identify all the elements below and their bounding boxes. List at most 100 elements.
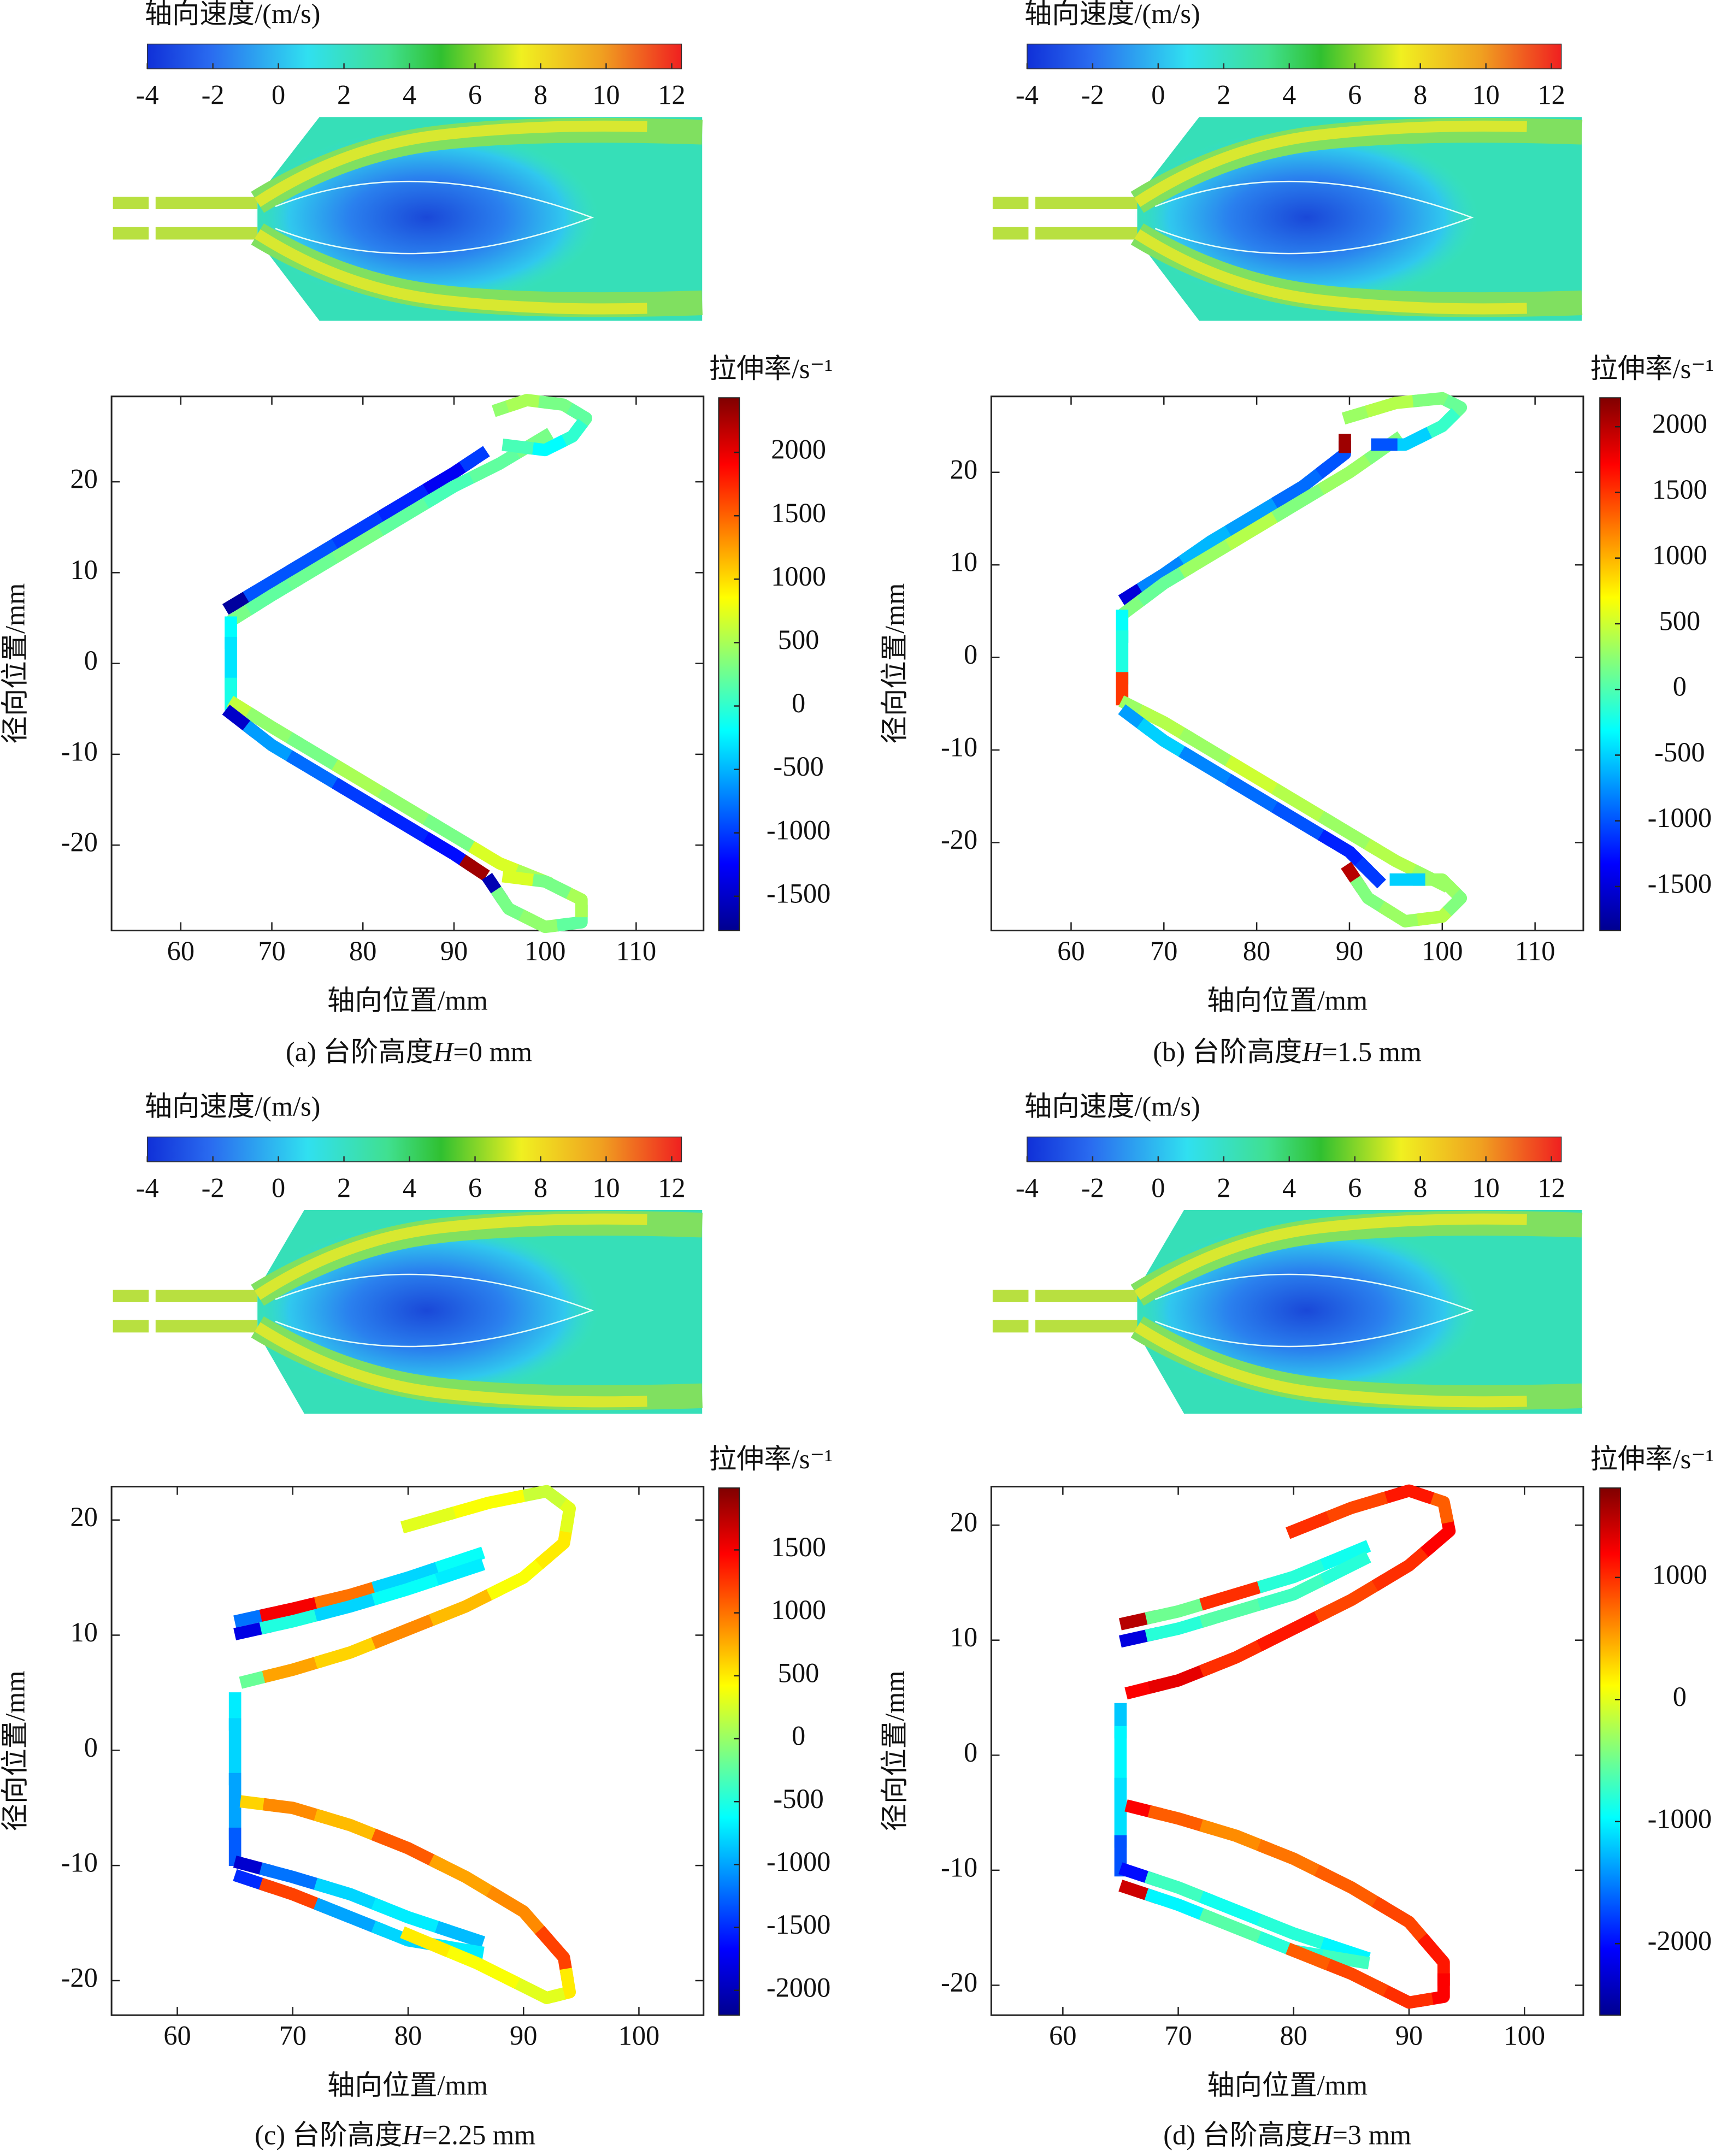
flame-point bbox=[1364, 838, 1428, 881]
velocity-panel: 轴向速度/(m/s) -4 -2 0 2 4 6 8 10 12 bbox=[113, 1091, 703, 1414]
flame-point bbox=[371, 1828, 446, 1871]
colorbar-tick-label: 500 bbox=[1659, 605, 1701, 636]
flame-point bbox=[372, 1569, 451, 1606]
y-tick-label: 10 bbox=[950, 547, 977, 577]
flame-point bbox=[1314, 1954, 1389, 1996]
colorbar-tick-label: -1000 bbox=[767, 1846, 831, 1877]
velocity-colorbar-tick-label: 0 bbox=[1151, 79, 1165, 110]
flame-point bbox=[286, 532, 349, 577]
flame-point bbox=[313, 1898, 387, 1937]
flame-point bbox=[332, 505, 394, 550]
flame-point bbox=[1225, 773, 1289, 819]
flame-point bbox=[1415, 407, 1460, 444]
flame-point bbox=[286, 750, 349, 795]
injector-tube bbox=[113, 1290, 258, 1333]
velocity-colorbar-tick-label: 0 bbox=[272, 79, 285, 110]
flame-point bbox=[1413, 873, 1460, 898]
flame-point bbox=[243, 559, 303, 603]
flame-point bbox=[245, 707, 303, 749]
x-tick-label: 90 bbox=[1395, 2021, 1423, 2051]
x-tick-label: 70 bbox=[279, 2021, 307, 2051]
x-tick-label: 80 bbox=[1280, 2021, 1307, 2051]
x-tick-label: 60 bbox=[167, 936, 195, 966]
flame-point bbox=[371, 1898, 451, 1937]
colorbar-tick-label: -1500 bbox=[767, 1909, 831, 1940]
velocity-colorbar-tick-label: 6 bbox=[468, 1172, 482, 1203]
flame-point bbox=[259, 1862, 329, 1894]
flame-point bbox=[435, 1558, 486, 1586]
flame-point bbox=[459, 446, 490, 472]
flame-point bbox=[1314, 1574, 1389, 1623]
flame-point bbox=[468, 841, 531, 881]
flame-point bbox=[422, 814, 486, 859]
flame-point bbox=[1257, 1554, 1336, 1593]
velocity-colorbar-tick-label: -2 bbox=[202, 1172, 225, 1203]
x-tick-label: 60 bbox=[1049, 2021, 1076, 2051]
velocity-colorbar-tick-label: 10 bbox=[1472, 79, 1500, 110]
flame-point bbox=[1199, 1819, 1273, 1856]
colorbar-tick-label: 1500 bbox=[771, 498, 826, 528]
flame-point bbox=[503, 1972, 566, 2004]
velocity-colorbar-tick-label: -4 bbox=[1016, 79, 1039, 110]
flame-point bbox=[1271, 783, 1335, 828]
velocity-colorbar-tick-label: 0 bbox=[272, 1172, 285, 1203]
contour-line bbox=[275, 1273, 594, 1348]
plot-frame bbox=[990, 395, 1584, 931]
caption-part: H bbox=[402, 2119, 423, 2150]
velocity-colorbar-tick-label: 4 bbox=[403, 1172, 416, 1203]
flame-point bbox=[1271, 477, 1335, 523]
velocity-colorbar bbox=[1027, 43, 1562, 69]
velocity-colorbar-tick-label: -2 bbox=[1081, 1172, 1104, 1203]
y-tick-label: -20 bbox=[941, 824, 977, 855]
caption: (b) 台阶高度H=1.5 mm bbox=[1153, 1036, 1422, 1067]
flame-point bbox=[435, 1546, 486, 1574]
flame-point bbox=[314, 1578, 387, 1610]
flame-point bbox=[1199, 1891, 1273, 1930]
velocity-colorbar bbox=[146, 43, 682, 69]
colorbar-tick-label: -2000 bbox=[1648, 1925, 1712, 1956]
flame-point bbox=[1350, 876, 1395, 918]
velocity-colorbar-label: 轴向速度/(m/s) bbox=[145, 1091, 321, 1122]
flame-point bbox=[1199, 1595, 1273, 1628]
y-tick-label: 10 bbox=[70, 1617, 98, 1647]
colorbar bbox=[1599, 1487, 1622, 2016]
flame-point bbox=[1199, 1908, 1273, 1947]
flame-point bbox=[435, 1921, 486, 1948]
jet-core bbox=[254, 120, 647, 315]
flame-point bbox=[286, 732, 349, 777]
flame-point bbox=[332, 777, 394, 822]
flame-point bbox=[1136, 549, 1196, 594]
caption-part: (d) 台阶高度 bbox=[1163, 2119, 1312, 2150]
y-tick-label: -20 bbox=[61, 1963, 98, 1993]
jet-core bbox=[254, 1213, 647, 1408]
flame-point bbox=[1225, 491, 1289, 536]
flame-point bbox=[502, 438, 534, 455]
velocity-colorbar-tick-label: 10 bbox=[592, 79, 620, 110]
flame-point bbox=[1317, 829, 1372, 875]
velocity-colorbar-tick-label: -4 bbox=[1016, 1172, 1039, 1203]
flame-point bbox=[245, 573, 303, 616]
jet-core bbox=[1134, 120, 1527, 315]
x-axis-label: 轴向位置/mm bbox=[1207, 985, 1368, 1016]
velocity-colorbar-tick-label: 4 bbox=[1282, 79, 1296, 110]
flame-point bbox=[486, 1551, 553, 1600]
velocity-colorbar-label: 轴向速度/(m/s) bbox=[1024, 0, 1200, 29]
y-tick-label: 0 bbox=[964, 639, 977, 670]
velocity-colorbar-tick-label: 2 bbox=[337, 1172, 351, 1203]
flame-point bbox=[1286, 1942, 1331, 1971]
caption-part: (c) 台阶高度 bbox=[255, 2119, 402, 2150]
flame-point bbox=[422, 466, 485, 509]
colorbar-tick-label: 0 bbox=[1673, 1681, 1687, 1712]
velocity-colorbar bbox=[146, 1136, 682, 1162]
recirculation-zone bbox=[1134, 129, 1479, 306]
x-tick-label: 60 bbox=[163, 2021, 191, 2051]
flame-point bbox=[1257, 1568, 1337, 1611]
caption-part: H bbox=[433, 1036, 455, 1067]
flame-point bbox=[491, 886, 535, 926]
flame-point bbox=[1199, 1634, 1274, 1677]
y-tick-label: 0 bbox=[84, 645, 98, 676]
flame-point bbox=[1256, 1606, 1331, 1652]
y-axis-label: 径向位置/mm bbox=[880, 1670, 910, 1831]
flame-point bbox=[1145, 1612, 1215, 1642]
